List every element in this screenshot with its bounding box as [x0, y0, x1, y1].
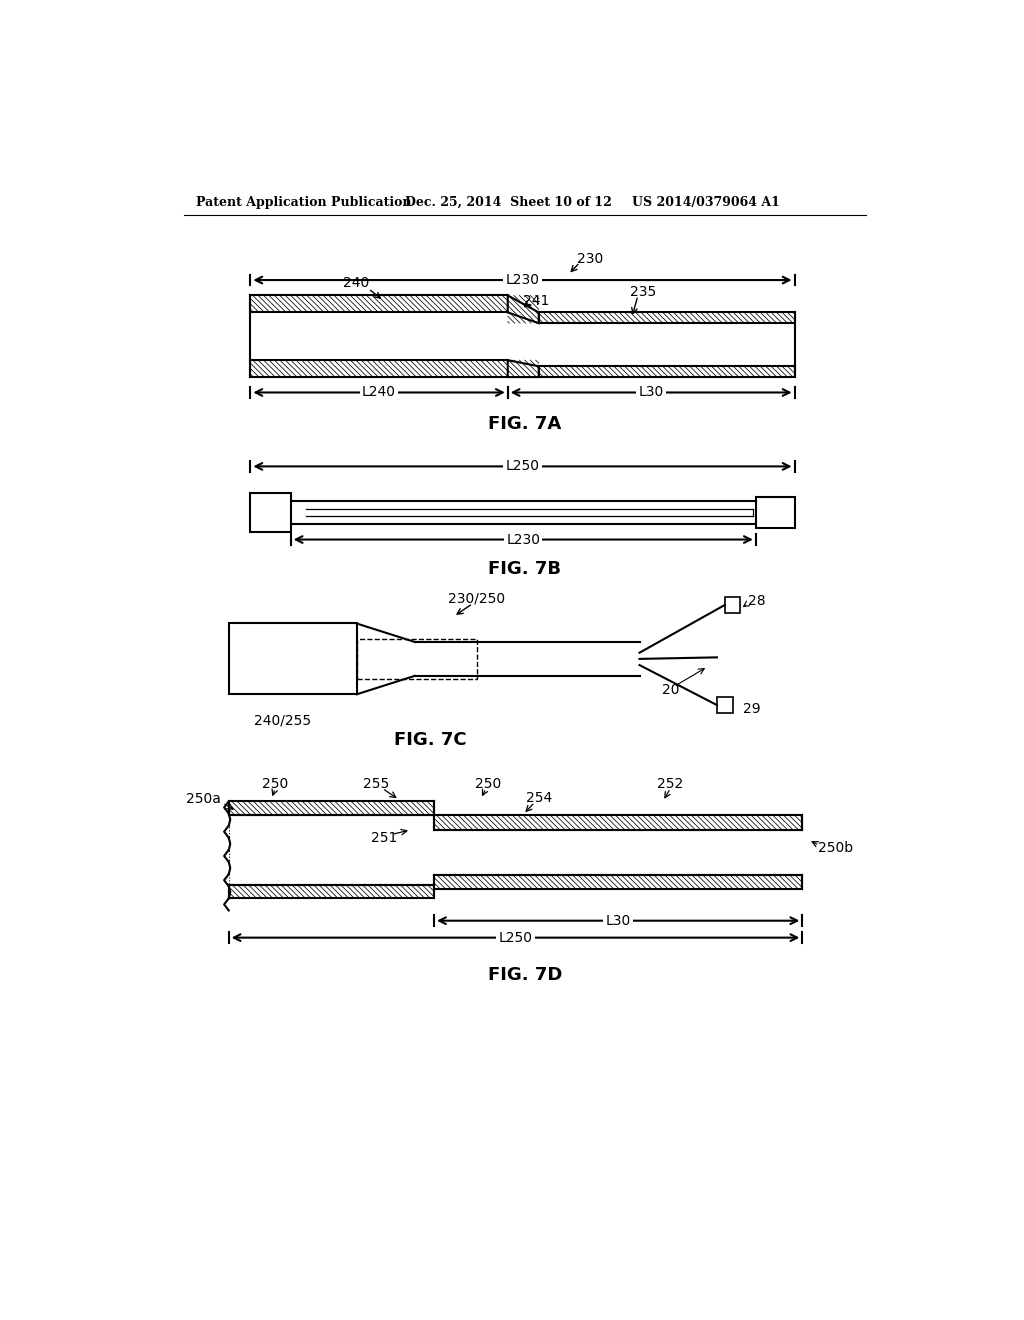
Polygon shape — [508, 360, 539, 378]
Polygon shape — [434, 816, 802, 830]
Polygon shape — [508, 296, 539, 323]
Text: L230: L230 — [506, 532, 541, 546]
Text: 251: 251 — [371, 830, 397, 845]
Polygon shape — [539, 367, 795, 378]
Text: 255: 255 — [362, 776, 389, 791]
Text: FIG. 7A: FIG. 7A — [488, 414, 561, 433]
Polygon shape — [251, 360, 508, 378]
Text: L230: L230 — [506, 273, 540, 286]
Bar — [356, 639, 477, 678]
Text: Patent Application Publication: Patent Application Publication — [197, 195, 412, 209]
Text: L250: L250 — [506, 459, 540, 474]
Text: L240: L240 — [362, 385, 396, 400]
Text: 230: 230 — [578, 252, 604, 265]
Polygon shape — [539, 313, 795, 323]
Polygon shape — [228, 884, 434, 899]
Text: 250a: 250a — [186, 792, 221, 807]
Text: 241: 241 — [523, 294, 550, 308]
Polygon shape — [251, 296, 508, 313]
Text: FIG. 7B: FIG. 7B — [488, 560, 561, 578]
Text: US 2014/0379064 A1: US 2014/0379064 A1 — [632, 195, 779, 209]
Text: 29: 29 — [742, 702, 760, 715]
Text: L250: L250 — [499, 931, 532, 945]
Text: 20: 20 — [662, 682, 679, 697]
Text: 252: 252 — [657, 776, 684, 791]
Text: FIG. 7D: FIG. 7D — [487, 966, 562, 983]
Text: 250b: 250b — [818, 841, 853, 854]
Text: 230/250: 230/250 — [449, 591, 505, 606]
Text: L30: L30 — [639, 385, 664, 400]
Text: 235: 235 — [630, 285, 656, 298]
Text: 240: 240 — [343, 276, 370, 290]
Text: 240/255: 240/255 — [254, 714, 311, 727]
Bar — [717, 697, 732, 713]
Text: L30: L30 — [605, 913, 631, 928]
Bar — [725, 597, 740, 612]
Bar — [228, 623, 356, 694]
Text: 254: 254 — [525, 791, 552, 804]
Text: 28: 28 — [748, 594, 766, 609]
Text: FIG. 7C: FIG. 7C — [394, 731, 467, 748]
Polygon shape — [434, 875, 802, 890]
Bar — [756, 498, 795, 528]
Bar — [251, 494, 291, 532]
Text: Dec. 25, 2014  Sheet 10 of 12: Dec. 25, 2014 Sheet 10 of 12 — [406, 195, 612, 209]
Polygon shape — [228, 801, 434, 816]
Text: 250: 250 — [475, 776, 502, 791]
Text: 250: 250 — [262, 776, 289, 791]
